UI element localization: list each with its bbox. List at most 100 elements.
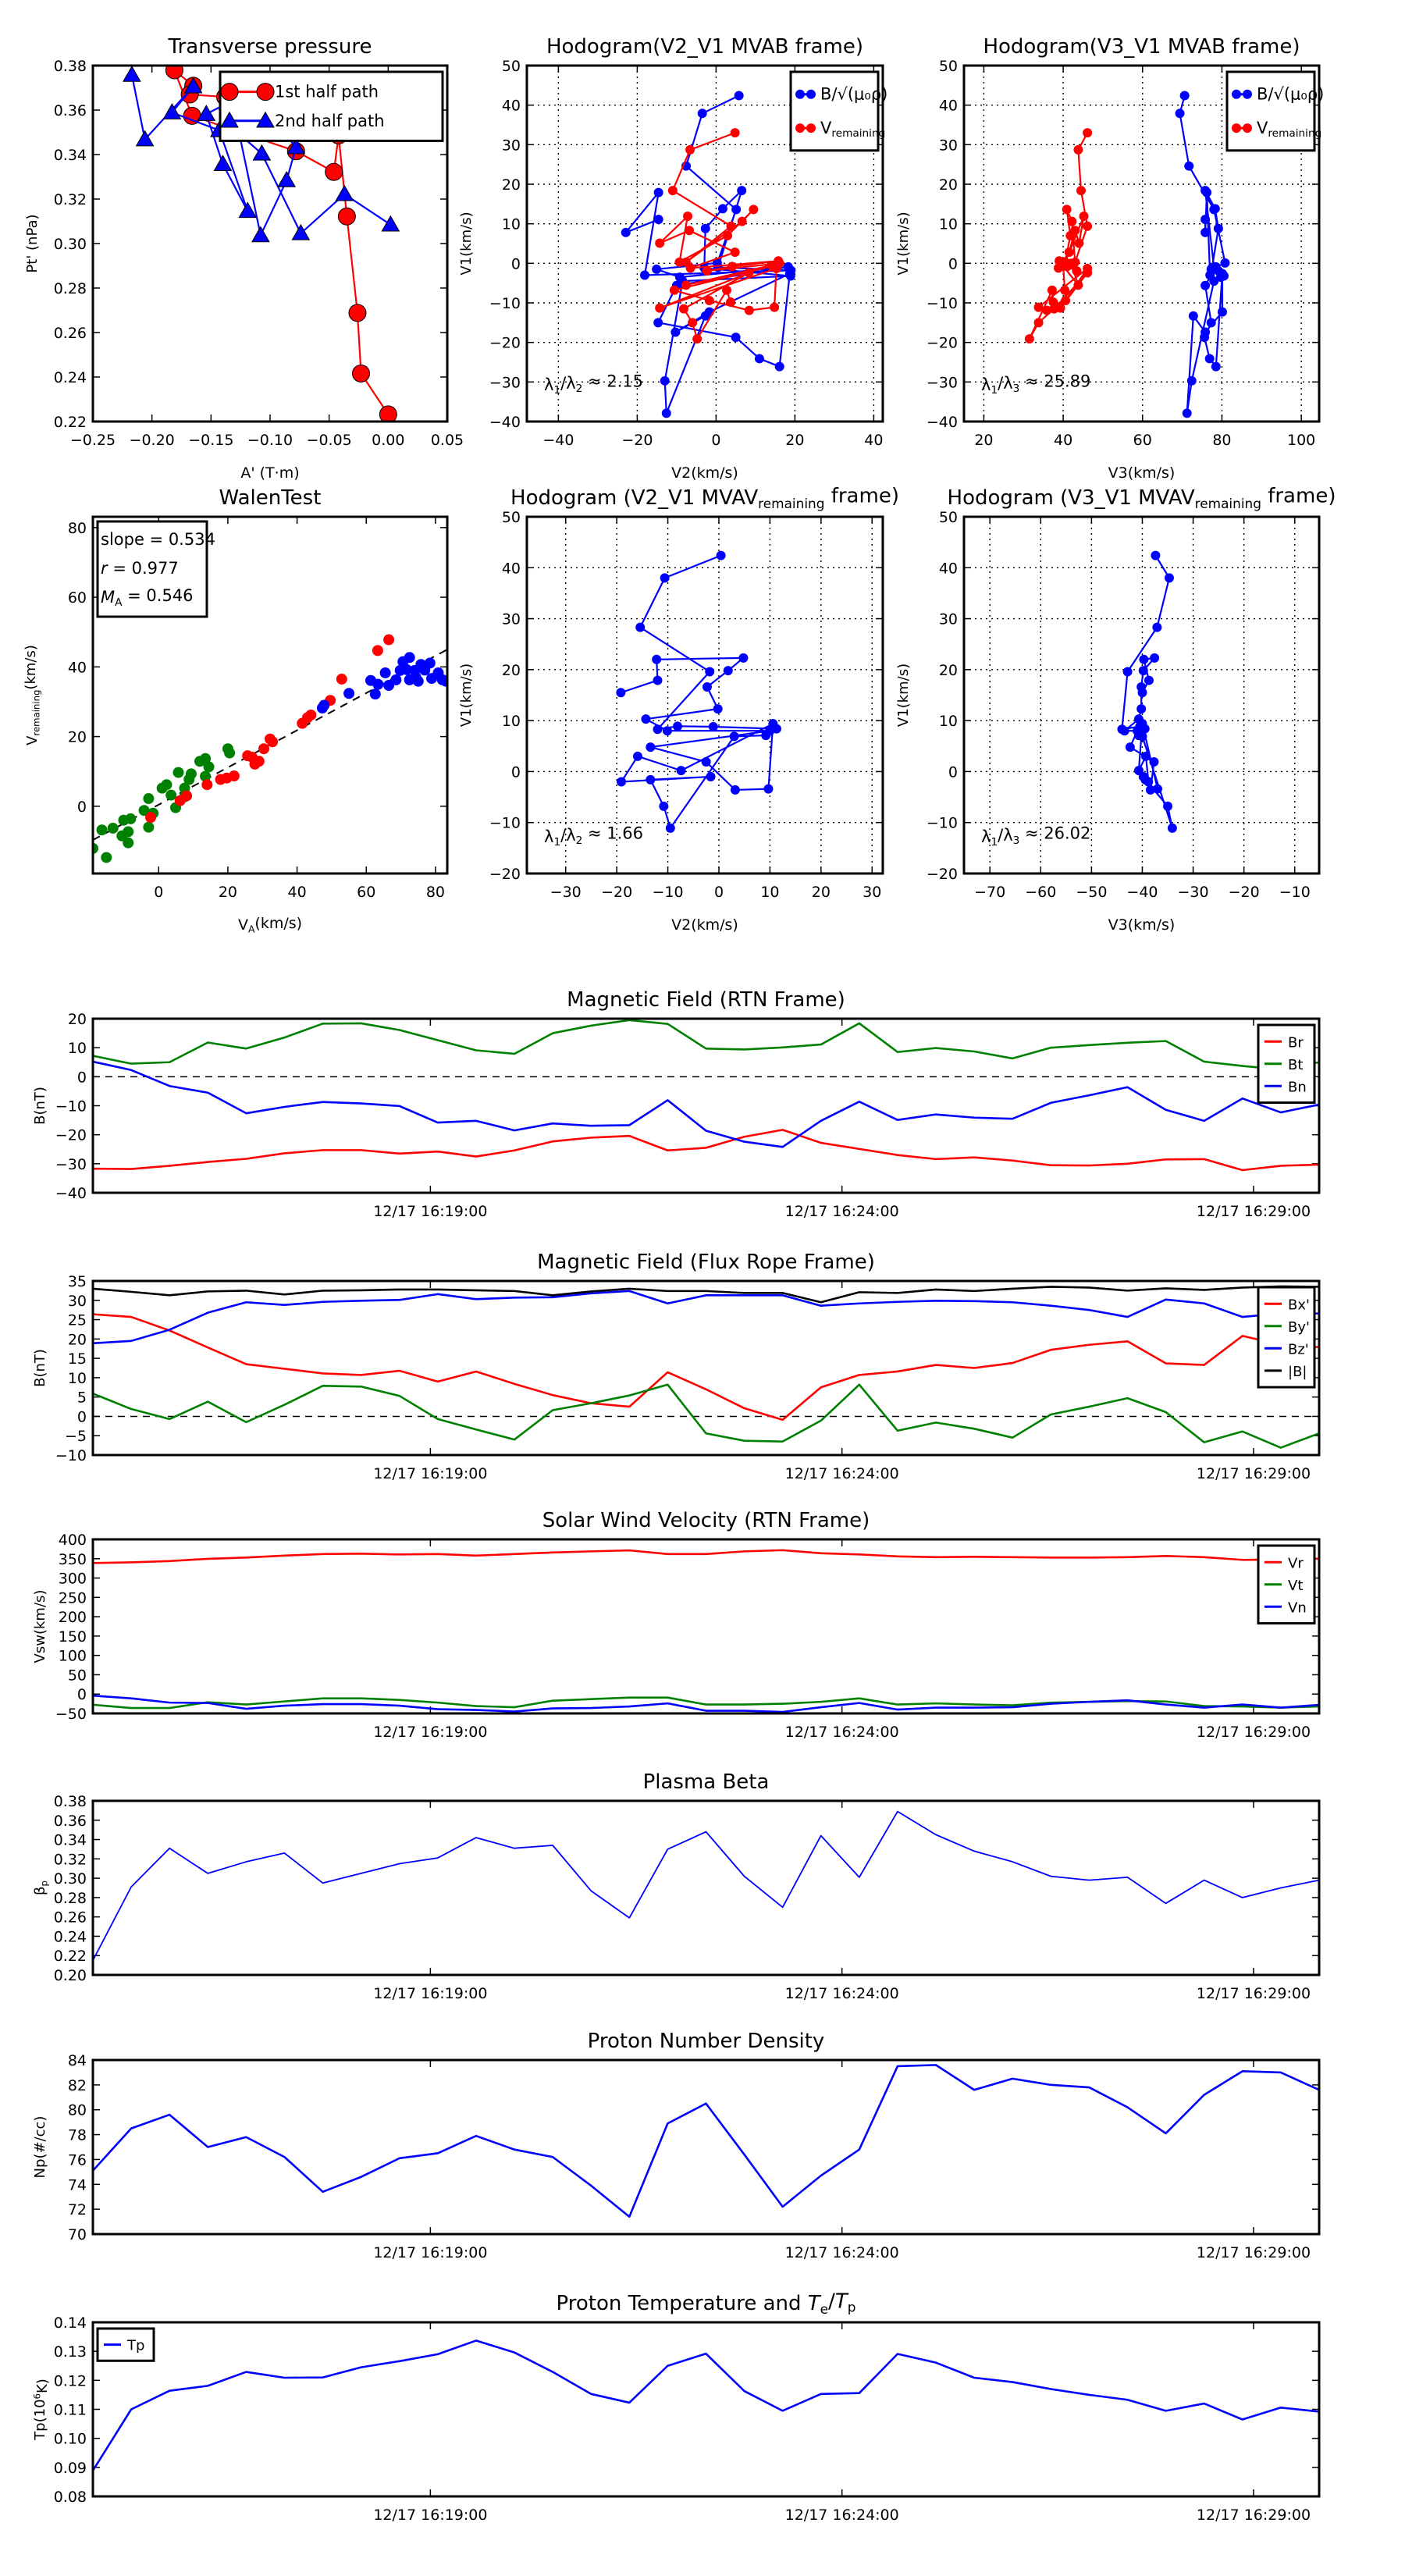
data-point	[228, 770, 240, 782]
data-point	[161, 779, 173, 791]
data-point	[138, 805, 150, 817]
plot-frame	[91, 1279, 1321, 1457]
data-point	[1206, 318, 1216, 328]
y-tick-label: 72	[68, 2201, 87, 2218]
text-segment: λ	[544, 827, 553, 846]
series-0	[621, 91, 796, 418]
x-tick-label: 12/17 16:19:00	[373, 1724, 487, 1741]
data-point	[708, 721, 718, 731]
y-tick-label: −10	[927, 815, 958, 832]
triangle-marker	[162, 103, 182, 119]
y-tick-label: 30	[502, 137, 521, 154]
plot-area	[93, 634, 447, 863]
data-point	[1074, 238, 1084, 248]
x-axis-label: V2(km/s)	[671, 464, 738, 482]
y-tick-label: 0.30	[54, 1870, 87, 1888]
y-tick-label: 100	[59, 1648, 87, 1665]
eigenvalue-ratio-annotation: λ1/λ2 ≈ 2.15	[544, 372, 643, 397]
text-segment: V	[1257, 119, 1268, 137]
y-tick-label: −10	[55, 1098, 87, 1115]
data-point	[1024, 334, 1034, 344]
y-tick-label: 300	[59, 1571, 87, 1588]
data-point	[1058, 261, 1069, 271]
legend-label: Bx'	[1288, 1297, 1310, 1313]
triangle-marker	[335, 184, 354, 201]
data-point	[713, 704, 723, 714]
text-segment: Tp(10	[32, 2399, 48, 2440]
text-segment: slope = 0.534	[101, 530, 215, 549]
legend-entry: By'	[1264, 1319, 1310, 1336]
y-tick-label: 20	[939, 176, 958, 194]
data-point	[1210, 204, 1220, 214]
data-point	[674, 257, 685, 267]
text-segment: ≈ 1.66	[582, 824, 643, 843]
text-segment: = 0.546	[122, 586, 193, 605]
data-point	[655, 238, 665, 248]
data-point	[343, 688, 355, 699]
data-point	[107, 822, 119, 834]
legend-entry: Bx'	[1264, 1297, 1310, 1313]
data-point	[336, 673, 347, 685]
data-point	[662, 726, 672, 736]
y-axis-label: βp	[32, 1880, 50, 1895]
y-tick-label: 82	[68, 2077, 87, 2094]
data-point	[1175, 109, 1185, 119]
x-tick-label: 12/17 16:24:00	[785, 2244, 899, 2261]
triangle-marker	[381, 215, 400, 232]
chart-title: Solar Wind Velocity (RTN Frame)	[542, 1509, 870, 1532]
data-point	[706, 771, 716, 781]
series-line	[93, 1694, 1319, 1713]
legend-frame	[1225, 70, 1316, 152]
x-tick-label: 0.00	[372, 432, 404, 449]
y-tick-label: 30	[939, 137, 958, 154]
x-axis-label: V2(km/s)	[671, 916, 738, 934]
series-1	[145, 634, 395, 824]
data-point	[1125, 742, 1135, 753]
x-tick-label: −20	[1229, 884, 1260, 901]
y-tick-label: 0	[77, 1069, 87, 1086]
y-tick-label: 76	[68, 2151, 87, 2169]
data-point	[123, 837, 134, 849]
data-point	[1217, 307, 1227, 317]
data-point	[1048, 297, 1058, 307]
y-axis-label: V1(km/s)	[458, 212, 475, 275]
legend-entry: Vn	[1264, 1599, 1307, 1616]
plot-area	[93, 2339, 1319, 2471]
text-segment: (km/s)	[254, 915, 302, 932]
series-line	[93, 2064, 1319, 2218]
data-point	[655, 303, 665, 313]
y-tick-label: 70	[68, 2226, 87, 2243]
data-point	[727, 262, 738, 272]
x-tick-label: 12/17 16:24:00	[785, 1203, 899, 1220]
text-segment: Hodogram (V2_V1 MVAV	[510, 486, 758, 510]
y-axis-label: Vsw(km/s)	[32, 1590, 48, 1663]
triangle-marker	[213, 155, 233, 172]
x-tick-label: 12/17 16:19:00	[373, 2244, 487, 2261]
legend-entry: |B|	[1264, 1364, 1307, 1380]
y-tick-label: 0.09	[54, 2460, 87, 2477]
text-segment: A	[115, 596, 123, 609]
x-tick-label: 0	[714, 884, 724, 901]
legend-label: Bz'	[1288, 1341, 1309, 1357]
y-axis-label: Vremaining(km/s)	[23, 645, 41, 745]
data-point	[700, 311, 710, 321]
series-1	[655, 128, 784, 344]
y-tick-label: 50	[939, 58, 958, 75]
legend-frame	[789, 70, 880, 152]
y-axis-label: V1(km/s)	[458, 664, 475, 727]
stats-frame	[96, 520, 208, 618]
legend-entry: Bz'	[1264, 1341, 1309, 1357]
x-tick-label: 12/17 16:24:00	[785, 1724, 899, 1741]
x-axis-label: V3(km/s)	[1108, 916, 1176, 934]
text-segment: remaining	[758, 496, 824, 511]
legend-entry: Bn	[1264, 1079, 1307, 1095]
data-point	[652, 264, 662, 274]
data-point	[318, 699, 330, 711]
data-point	[1033, 318, 1044, 328]
data-point	[700, 223, 710, 233]
x-tick-label: −40	[542, 432, 574, 449]
legend-entry: Tp	[104, 2338, 144, 2354]
data-point	[683, 212, 693, 222]
text-segment: Hodogram (V3_V1 MVAV	[948, 486, 1195, 510]
text-segment: 1	[991, 384, 998, 397]
